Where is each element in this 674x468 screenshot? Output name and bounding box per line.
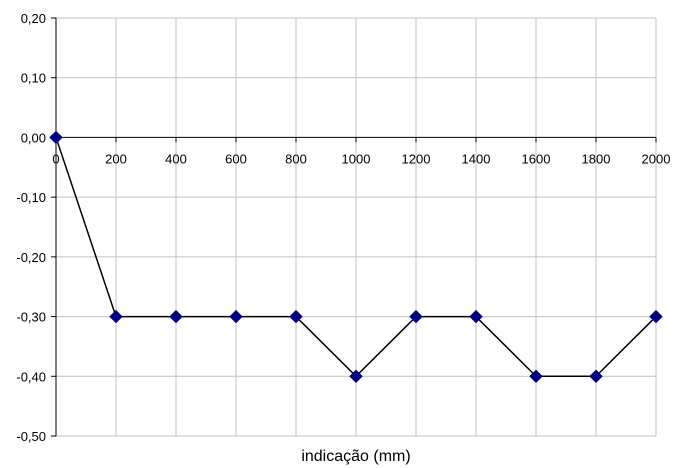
data-point-marker — [469, 309, 483, 324]
grid-lines — [56, 17, 657, 437]
series — [49, 130, 663, 383]
x-tick-label: 2000 — [642, 151, 671, 166]
data-point-marker — [49, 130, 63, 145]
y-tick-label: -0,30 — [16, 310, 46, 325]
x-tick-label: 600 — [225, 151, 247, 166]
x-tick-label: 1200 — [402, 151, 431, 166]
data-point-marker — [229, 309, 243, 324]
x-tick-label: 400 — [165, 151, 187, 166]
x-tick-label: 1400 — [462, 151, 491, 166]
data-point-marker — [409, 309, 423, 324]
x-tick-label: 0 — [52, 151, 59, 166]
data-point-marker — [529, 369, 543, 383]
data-point-marker — [109, 309, 123, 324]
data-point-marker — [349, 369, 363, 383]
y-tick-label: -0,10 — [16, 190, 46, 205]
data-point-marker — [589, 369, 603, 383]
x-tick-label: 200 — [105, 151, 127, 166]
y-tick-label: 0,10 — [21, 71, 46, 86]
data-point-marker — [169, 309, 183, 324]
data-point-marker — [649, 309, 663, 324]
x-axis-title: indicação (mm) — [301, 448, 410, 465]
x-tick-label: 1000 — [342, 151, 371, 166]
y-tick-label: 0,20 — [21, 11, 46, 26]
y-tick-label: -0,20 — [16, 250, 46, 265]
x-tick-label: 1600 — [522, 151, 551, 166]
y-tick-label: -0,50 — [16, 429, 46, 444]
tick-labels: 0,20 0,10 0,00 -0,10 -0,20 -0,30 -0,40 -0,50 0 20… — [16, 11, 670, 444]
y-tick-label: -0,40 — [16, 369, 46, 384]
x-tick-label: 800 — [285, 151, 307, 166]
axes — [51, 17, 657, 437]
x-tick-label: 1800 — [582, 151, 611, 166]
y-tick-label: 0,00 — [21, 130, 46, 145]
data-point-marker — [289, 309, 303, 324]
